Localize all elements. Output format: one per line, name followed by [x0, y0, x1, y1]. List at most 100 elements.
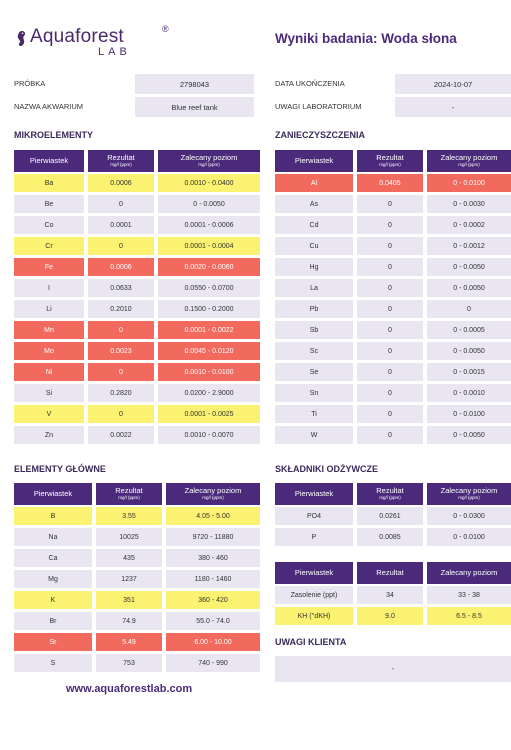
recommended-cell: 0 - 0.0100 [427, 528, 511, 546]
recommended-cell: 0.0001 - 0.0025 [158, 405, 260, 423]
result-cell: 0.0006 [88, 174, 154, 192]
result-cell: 0.0001 [88, 216, 154, 234]
result-cell: 0 [357, 426, 423, 444]
table-row: Cd 0 0 - 0.0002 [275, 216, 511, 234]
recommended-cell: 1180 - 1460 [166, 570, 260, 588]
result-cell: 0 [88, 405, 154, 423]
column-header-unit: mg/l (ppm) [110, 162, 132, 167]
element-cell: Zn [14, 426, 84, 444]
column-header-label: Zalecany poziom [184, 486, 242, 495]
recommended-cell: 4.05 - 5.00 [166, 507, 260, 525]
element-cell: Mo [14, 342, 84, 360]
result-cell: 0 [357, 216, 423, 234]
result-cell: 10025 [96, 528, 162, 546]
recommended-cell: 0.0020 - 0.0060 [158, 258, 260, 276]
table-row: K 351 360 - 420 [14, 591, 260, 609]
column-header-unit: mg/l (ppm) [118, 495, 140, 500]
footer-link[interactable]: www.aquaforestlab.com [66, 683, 193, 695]
table-row: Ti 0 0 - 0.0100 [275, 405, 511, 423]
column-header-unit: mg/l (ppm) [379, 495, 401, 500]
result-cell: 0.0261 [357, 507, 423, 525]
element-cell: P [275, 528, 353, 546]
result-cell: 0 [357, 237, 423, 255]
element-cell: B [14, 507, 92, 525]
sample-value: 2798043 [135, 74, 254, 94]
element-cell: Pb [275, 300, 353, 318]
recommended-cell: 0 - 0.0002 [427, 216, 511, 234]
table-row: Mo 0.0023 0.0045 - 0.0120 [14, 342, 260, 360]
column-header-result: Rezultat mg/l (ppm) [357, 150, 423, 172]
recommended-cell: 360 - 420 [166, 591, 260, 609]
result-cell: 351 [96, 591, 162, 609]
element-cell: Ti [275, 405, 353, 423]
result-cell: 74.9 [96, 612, 162, 630]
result-cell: 0.0023 [88, 342, 154, 360]
column-header-unit: mg/l (ppm) [202, 495, 224, 500]
result-cell: 34 [357, 586, 423, 604]
table-row: La 0 0 - 0.0050 [275, 279, 511, 297]
column-header-element: Pierwiastek [14, 483, 92, 505]
element-cell: Fe [14, 258, 84, 276]
column-header-unit: mg/l (ppm) [198, 162, 220, 167]
column-header-recommended: Zalecany poziom mg/l (ppm) [427, 483, 511, 505]
recommended-cell: 0 - 0.0100 [427, 174, 511, 192]
table-row: Sr 5.49 6.00 - 10.00 [14, 633, 260, 651]
result-cell: 0 [357, 195, 423, 213]
main-elements-table: Pierwiastek Rezultat mg/l (ppm) Zalecany po… [14, 483, 260, 675]
table-row: Sn 0 0 - 0.0010 [275, 384, 511, 402]
result-cell: 3.55 [96, 507, 162, 525]
nutrients-table: Pierwiastek Rezultat mg/l (ppm) Zalecany po… [275, 483, 511, 549]
element-cell: Na [14, 528, 92, 546]
element-cell: PO4 [275, 507, 353, 525]
element-cell: S [14, 654, 92, 672]
result-cell: 0 [357, 258, 423, 276]
column-header-label: Rezultat [107, 153, 135, 162]
table-row: Mg 1237 1180 - 1460 [14, 570, 260, 588]
recommended-cell: 9720 - 11880 [166, 528, 260, 546]
column-header-label: Zalecany poziom [440, 486, 498, 495]
recommended-cell: 6.00 - 10.00 [166, 633, 260, 651]
recommended-cell: 0 - 0.0050 [427, 258, 511, 276]
result-cell: 0 [88, 195, 154, 213]
column-header-label: Pierwiastek [29, 156, 69, 165]
result-cell: 0 [88, 363, 154, 381]
result-cell: 753 [96, 654, 162, 672]
result-cell: 0 [357, 342, 423, 360]
recommended-cell: 0 - 0.0010 [427, 384, 511, 402]
result-cell: 0 [357, 279, 423, 297]
table-row: Cu 0 0 - 0.0012 [275, 237, 511, 255]
table-row: Sb 0 0 - 0.0005 [275, 321, 511, 339]
lab-notes-value: - [395, 97, 511, 117]
tank-row: NAZWA AKWARIUM Blue reef tank [14, 97, 254, 117]
element-cell: V [14, 405, 84, 423]
table-row: Br 74.9 55.0 - 74.0 [14, 612, 260, 630]
table-row: KH (°dKH) 9.0 6.5 - 8.5 [275, 607, 511, 625]
table-row: Ba 0.0006 0.0010 - 0.0400 [14, 174, 260, 192]
result-cell: 0 [357, 405, 423, 423]
column-header-label: Rezultat [376, 486, 404, 495]
column-header-label: Zalecany poziom [440, 568, 498, 577]
recommended-cell: 0 - 0.0100 [427, 405, 511, 423]
column-header-label: Rezultat [115, 486, 143, 495]
table-header: Pierwiastek Rezultat mg/l (ppm) Zalecany po… [14, 483, 260, 505]
result-cell: 0.2820 [88, 384, 154, 402]
brand-logo: Aquaforest ® LAB [14, 24, 184, 66]
element-cell: Mg [14, 570, 92, 588]
result-cell: 0 [357, 363, 423, 381]
element-cell: Se [275, 363, 353, 381]
table-row: Be 0 0 - 0.0050 [14, 195, 260, 213]
main-elements-title: ELEMENTY GŁÓWNE [14, 464, 106, 474]
column-header-label: Zalecany poziom [180, 153, 238, 162]
recommended-cell: 0 - 0.0012 [427, 237, 511, 255]
table-header: Pierwiastek Rezultat mg/l (ppm) Zalecany po… [275, 483, 511, 505]
table-row: Si 0.2820 0.0200 - 2.9000 [14, 384, 260, 402]
recommended-cell: 0 - 0.0050 [427, 426, 511, 444]
element-cell: Cd [275, 216, 353, 234]
column-header-unit: mg/l (ppm) [379, 162, 401, 167]
element-cell: Si [14, 384, 84, 402]
column-header-label: Zalecany poziom [440, 153, 498, 162]
element-cell: Ca [14, 549, 92, 567]
element-cell: Zasolenie (ppt) [275, 586, 353, 604]
column-header-label: Pierwiastek [294, 156, 334, 165]
column-header-element: Pierwiastek [275, 562, 353, 584]
